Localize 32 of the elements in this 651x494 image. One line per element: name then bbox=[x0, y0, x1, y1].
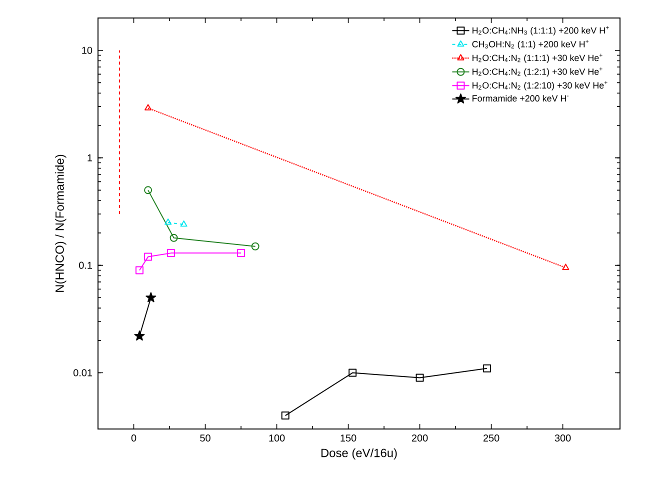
x-tick-label: 200 bbox=[412, 434, 428, 442]
x-tick-label: 250 bbox=[483, 434, 500, 442]
point bbox=[416, 374, 424, 382]
legend-label: CH$_{3}$OH:N$_{2}$ (1:1) +200 keV H$^{+}$ bbox=[472, 40, 589, 50]
x-tick-label: 300 bbox=[554, 434, 571, 442]
x-tick-label: 50 bbox=[200, 434, 210, 442]
point bbox=[483, 364, 492, 372]
x-axis-title: Dose (eV/16u) bbox=[321, 448, 397, 460]
point bbox=[237, 249, 246, 258]
x-tick-label: 150 bbox=[340, 434, 356, 442]
legend-label: H$_{2}$O:CH$_{4}$:N$_{2}$ (1:2:10) +30 keV He$^{+}$ bbox=[472, 81, 608, 90]
point bbox=[146, 292, 156, 302]
x-tick-label: 0 bbox=[131, 434, 136, 442]
point bbox=[170, 234, 178, 242]
point bbox=[281, 412, 290, 420]
point bbox=[134, 330, 145, 341]
legend-label: H$_{2}$O:CH$_{4}$:N$_{2}$ (1:1:1) +30 keV He$^{+}$ bbox=[472, 54, 602, 63]
point bbox=[135, 266, 144, 274]
point bbox=[144, 252, 152, 261]
legend-label: H$_{2}$O:CH$_{4}$:N$_{2}$ (1:2:1) +30 keV He$^{+}$ bbox=[472, 67, 602, 77]
y-axis-title: N(HNCO) / N(Formamide) bbox=[55, 154, 66, 292]
y-tick-label: 1 bbox=[88, 154, 92, 162]
legend-label: H$_{2}$O:CH$_{4}$:NH$_{3}$ (1:1:1) +200 keV H$^{+}$ bbox=[472, 26, 609, 36]
point bbox=[251, 242, 260, 250]
y-tick-label: 0.01 bbox=[73, 369, 92, 376]
y-tick-label: 0.1 bbox=[79, 262, 92, 269]
point bbox=[166, 249, 175, 258]
x-tick-label: 100 bbox=[269, 434, 285, 442]
y-tick-label: 10 bbox=[82, 46, 92, 54]
point bbox=[348, 368, 357, 377]
legend-label: Formamide +200 keV H$^{-}$ bbox=[472, 94, 568, 102]
point bbox=[144, 186, 152, 194]
